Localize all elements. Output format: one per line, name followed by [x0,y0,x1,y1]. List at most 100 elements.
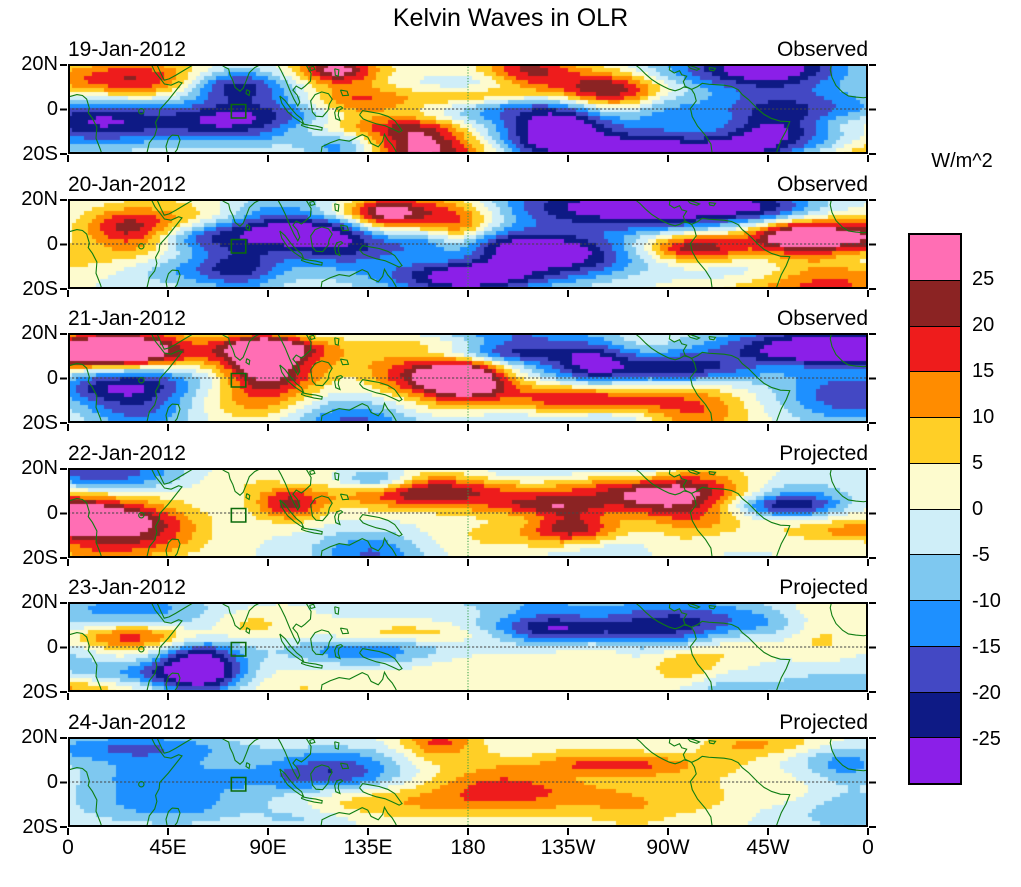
panel-date-label: 21-Jan-2012 [68,307,186,330]
map-plot [68,468,868,558]
panel-header: 24-Jan-2012 Projected [68,710,868,736]
y-tick-label-0: 0 [46,636,58,658]
coastline-overlay [68,602,868,692]
coastline-overlay [68,333,868,423]
colorbar-cell [910,371,960,417]
colorbar-cell [910,462,960,509]
panel-type-label: Observed [776,173,868,196]
y-tick-label-20s: 20S [22,278,58,300]
panel-type-label: Observed [776,38,868,61]
colorbar-cell [910,279,960,326]
colorbar-tick-label: 5 [972,452,984,474]
panel-date-label: 24-Jan-2012 [68,711,186,734]
x-tick-label: 180 [450,836,486,859]
panel-19-jan-2012: 19-Jan-2012 Observed 20N 0 20S [0,38,1021,165]
colorbar-tick-label: -5 [972,544,990,566]
y-tick-label-20s: 20S [22,681,58,703]
panel-date-label: 20-Jan-2012 [68,173,186,196]
coastline-overlay [68,737,868,827]
y-tick-label-20n: 20N [21,457,58,479]
y-tick-label-20s: 20S [22,412,58,434]
colorbar-tick-label: 20 [972,314,995,336]
panel-type-label: Projected [779,711,868,734]
right-axis-ticks [869,199,876,290]
bottom-axis-ticks [67,290,869,297]
y-tick-label-0: 0 [46,367,58,389]
colorbar-cell [910,325,960,372]
x-tick-label: 90W [646,836,690,859]
panel-24-jan-2012: 24-Jan-2012 Projected 20N 0 20S [0,711,1021,838]
x-axis-labels: 0 45E 90E 135E 180 135W 90W 45W 0 [0,836,1021,862]
y-tick-label-0: 0 [46,771,58,793]
y-tick-label-0: 0 [46,502,58,524]
target-region-box [231,643,245,657]
panel-type-label: Observed [776,307,868,330]
colorbar-unit-label: W/m^2 [931,150,993,172]
colorbar-tick-label: -20 [972,682,1001,704]
y-tick-label-20s: 20S [22,143,58,165]
panel-date-label: 22-Jan-2012 [68,442,186,465]
colorbar-tick-label: 10 [972,406,995,428]
y-tick-label-20n: 20N [21,726,58,748]
map-plot [68,737,868,827]
target-region-box [231,240,245,254]
panel-header: 20-Jan-2012 Observed [68,172,868,198]
right-axis-ticks [869,737,876,828]
right-axis-ticks [869,64,876,155]
bottom-axis-ticks [67,424,869,431]
panel-header: 22-Jan-2012 Projected [68,441,868,467]
map-plot [68,333,868,423]
colorbar-cell [910,554,960,600]
left-axis-ticks [60,199,67,290]
right-axis-ticks [869,602,876,693]
colorbar-cell [910,508,960,555]
colorbar-tick-label: -25 [972,728,1001,750]
map-plot [68,64,868,154]
y-tick-label-20s: 20S [22,547,58,569]
right-axis-ticks [869,333,876,424]
bottom-axis-ticks [67,828,869,835]
figure-title: Kelvin Waves in OLR [392,4,629,32]
target-region-box [231,105,245,119]
colorbar-tick-label: 15 [972,360,995,382]
x-tick-label: 45W [746,836,790,859]
panel-20-jan-2012: 20-Jan-2012 Observed 20N 0 20S [0,173,1021,300]
colorbar-cell [910,417,960,463]
panel-header: 23-Jan-2012 Projected [68,575,868,601]
coastline-overlay [68,468,868,558]
y-tick-label-20s: 20S [22,816,58,838]
map-plot [68,199,868,289]
y-tick-label-20n: 20N [21,53,58,75]
coastline-overlay [68,199,868,289]
panel-date-label: 19-Jan-2012 [68,38,186,61]
left-axis-ticks [60,737,67,828]
panel-date-label: 23-Jan-2012 [68,576,186,599]
map-plot [68,602,868,692]
left-axis-ticks [60,64,67,155]
colorbar-tick-label: 0 [972,498,984,520]
colorbar-tick-label: -15 [972,636,1001,658]
left-axis-ticks [60,602,67,693]
x-tick-label: 0 [862,836,874,859]
bottom-axis-ticks [67,559,869,566]
x-tick-label: 90E [249,836,287,859]
panel-21-jan-2012: 21-Jan-2012 Observed 20N 0 20S [0,307,1021,434]
right-axis-ticks [869,468,876,559]
y-tick-label-20n: 20N [21,322,58,344]
panel-header: 19-Jan-2012 Observed [68,37,868,63]
target-region-box [231,374,245,388]
left-axis-ticks [60,333,67,424]
x-tick-label: 45E [149,836,187,859]
target-region-box [231,778,245,792]
panel-type-label: Projected [779,442,868,465]
panel-type-label: Projected [779,576,868,599]
colorbar-tick-label: 25 [972,268,995,290]
colorbar-cell [910,235,960,280]
panel-22-jan-2012: 22-Jan-2012 Projected 20N 0 20S [0,442,1021,569]
bottom-axis-ticks [67,693,869,700]
colorbar-tick-label: -10 [972,590,1001,612]
target-region-box [231,509,245,523]
colorbar-cell [910,600,960,646]
y-tick-label-20n: 20N [21,188,58,210]
